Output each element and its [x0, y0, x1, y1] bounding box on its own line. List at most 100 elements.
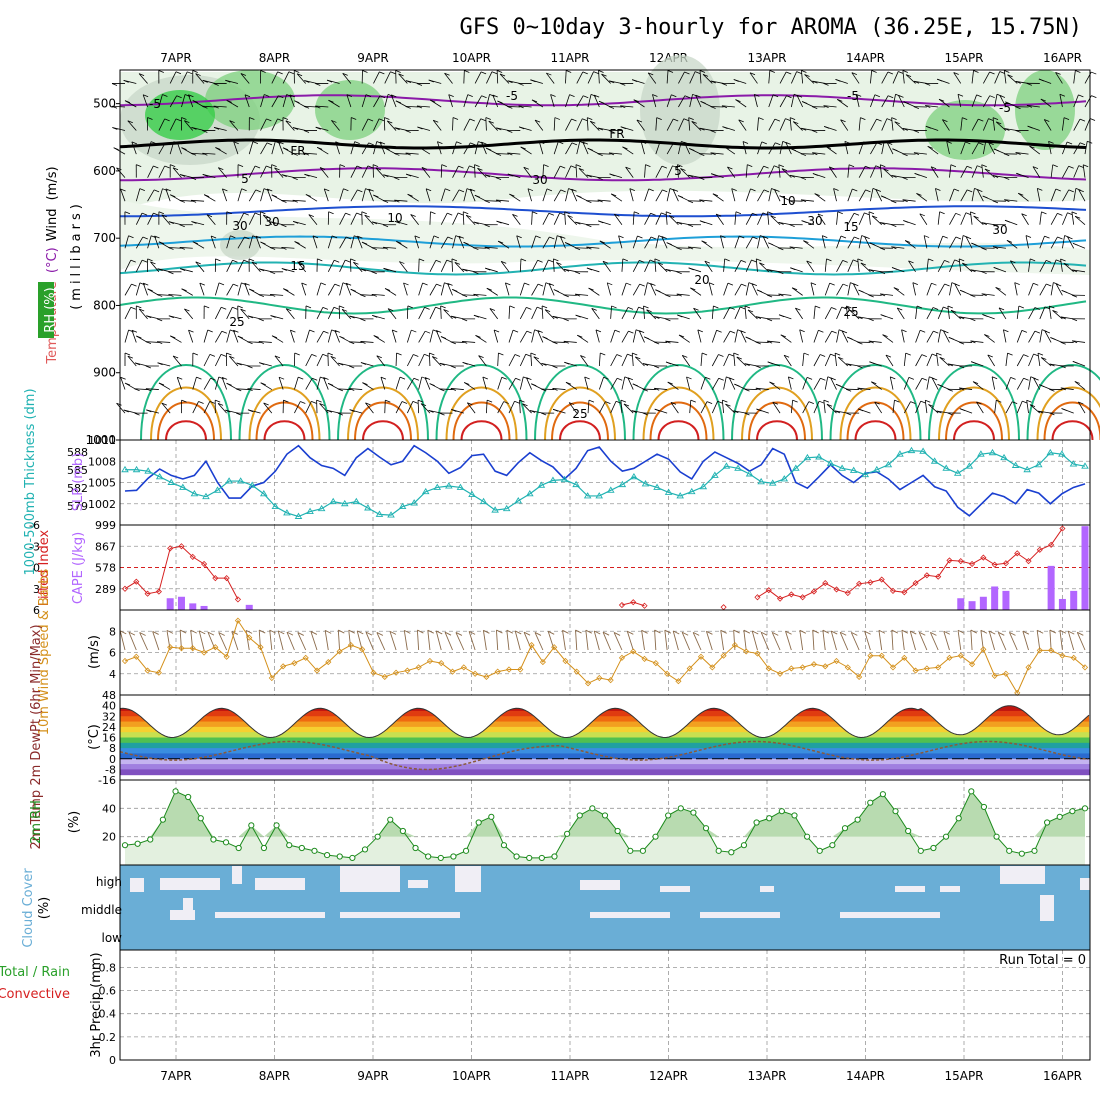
barb-flag: [755, 387, 761, 391]
rh2m-point: [210, 836, 217, 843]
barb-flag: [111, 83, 118, 86]
barb-flag: [622, 258, 628, 262]
barb-staff: [700, 401, 708, 414]
wind-barb: [474, 141, 484, 155]
wind-barb: [361, 165, 373, 178]
barb-staff: [282, 94, 287, 108]
barb-flag: [128, 235, 134, 239]
rh2m-point: [462, 847, 470, 854]
barb-flag: [830, 353, 836, 357]
wind10m-barb: [1036, 630, 1041, 651]
wind-barb: [1040, 98, 1052, 108]
wind-label: Wind: [45, 209, 60, 242]
barb-staff: [266, 188, 273, 202]
slp-tick: 1011: [88, 434, 116, 447]
barb-staff: [296, 73, 307, 84]
wind10m-barb: [1076, 632, 1086, 651]
barb-flag: [701, 352, 708, 356]
diurnal-contour: [854, 420, 897, 441]
barb-flag: [735, 211, 742, 215]
wind-barb: [1016, 354, 1029, 367]
barb-flag: [603, 376, 609, 380]
barb-flag: [444, 282, 450, 286]
barb-flag: [844, 141, 851, 144]
barb-staff: [271, 95, 279, 108]
wind-barb: [870, 70, 877, 84]
barb-flag: [754, 94, 760, 97]
contour-label: 30: [232, 219, 247, 233]
barb-staff: [731, 188, 736, 202]
barb-flag: [868, 318, 874, 322]
barb-flag: [778, 314, 785, 318]
wind-barb: [448, 94, 454, 108]
barb-staff: [855, 94, 860, 108]
wind-barb: [405, 152, 419, 156]
wind-barb: [926, 307, 939, 320]
barb-staff: [666, 165, 673, 178]
barb-staff: [145, 388, 159, 390]
barb-staff: [678, 334, 690, 343]
barb-staff: [802, 377, 808, 390]
barb-staff: [926, 283, 932, 296]
wind-barb: [587, 147, 600, 155]
cloud-panel: high middle low Cloud Cover (%): [21, 864, 1091, 951]
wind10m-barb: [602, 632, 612, 651]
barb-flag: [258, 294, 264, 298]
barb-flag: [905, 240, 911, 243]
barb-staff: [575, 164, 578, 178]
barb-flag: [324, 188, 330, 192]
barb-flag: [891, 200, 897, 204]
barb-staff: [255, 235, 261, 249]
barb-flag: [170, 335, 176, 339]
wind-barb: [749, 72, 758, 84]
barb-flag: [237, 164, 244, 168]
barb-flag: [749, 72, 756, 76]
wind-barb: [373, 118, 385, 131]
barb-flag: [1089, 118, 1096, 121]
wind-barb: [769, 381, 781, 390]
barb-staff: [373, 71, 380, 84]
wind-barb: [745, 336, 758, 343]
barb-flag: [661, 212, 667, 216]
wind-barb: [327, 352, 334, 367]
barb-flag: [360, 362, 367, 365]
wind-barb: [903, 401, 916, 414]
barb-flag: [1033, 377, 1039, 381]
wind-barb: [546, 72, 555, 84]
wind-barb: [373, 71, 385, 84]
wind-barb: [1050, 212, 1063, 225]
barb-staff: [192, 401, 199, 414]
barb-staff: [417, 400, 420, 414]
barb-staff: [700, 377, 706, 390]
barb-flag: [891, 246, 897, 250]
barb-staff: [463, 70, 465, 84]
barb-staff: [138, 73, 148, 84]
wind-barb: [745, 164, 753, 178]
barb-staff: [373, 95, 381, 108]
barb-staff: [744, 363, 758, 367]
barb-staff: [1016, 354, 1024, 367]
wind-barb: [303, 130, 318, 133]
barb-flag: [563, 318, 569, 322]
wind-barb: [858, 117, 866, 131]
wind-barb: [1029, 145, 1041, 155]
barb-staff: [711, 354, 719, 367]
barb-flag: [879, 293, 886, 297]
barb-flag: [1018, 305, 1025, 309]
barb-staff: [711, 401, 718, 414]
barb-flag: [608, 152, 615, 156]
rh2m-point: [829, 842, 836, 849]
wind-barb: [1016, 400, 1028, 414]
barb-flag: [337, 388, 344, 392]
diurnal-contour: [255, 401, 314, 441]
wind-barb: [202, 174, 216, 179]
wind-barb: [779, 95, 792, 108]
barb-staff: [1073, 94, 1079, 108]
rh2m-point: [159, 816, 166, 823]
barb-flag: [879, 271, 886, 275]
wind-barb: [738, 119, 747, 131]
wind-barb: [735, 99, 747, 108]
wind-barb: [666, 142, 679, 155]
diurnal-contour: [445, 386, 518, 441]
barb-staff: [745, 164, 748, 178]
